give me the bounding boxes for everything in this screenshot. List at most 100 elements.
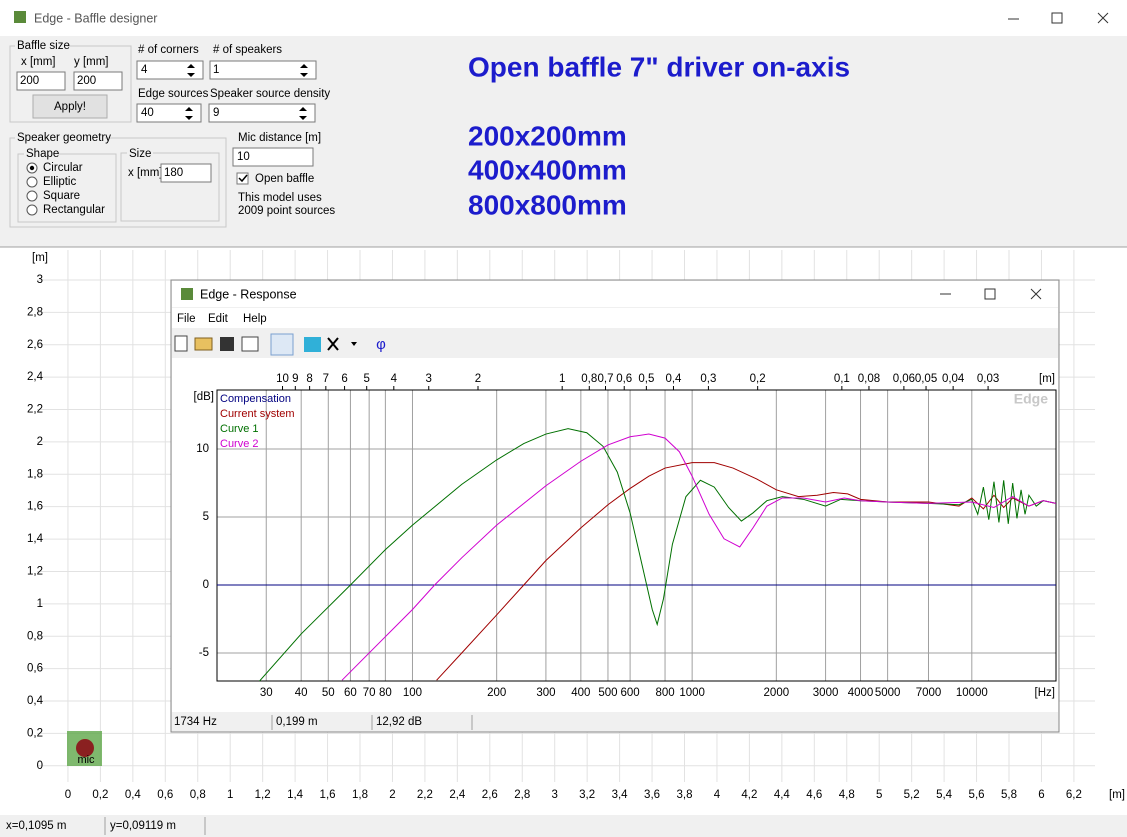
spin-input[interactable] [136, 103, 202, 123]
maximize-button[interactable] [984, 288, 996, 300]
series-line [258, 428, 1056, 681]
y-tick-label: 0 [37, 760, 43, 772]
checkbox-label: Open baffle [255, 173, 314, 185]
x-tick-label: 70 [363, 687, 376, 699]
text-input[interactable] [160, 163, 212, 183]
input-value: 10 [237, 151, 250, 163]
spin-input[interactable] [136, 60, 204, 80]
x-tick-label: 0,2 [92, 789, 108, 801]
x-tick-label: 6,2 [1066, 789, 1082, 801]
spinners [185, 64, 308, 120]
new-icon[interactable] [174, 335, 188, 352]
x2-tick-label: 0,6 [616, 373, 632, 385]
mic-label: mic [77, 754, 95, 766]
close-button[interactable] [1030, 288, 1042, 300]
button-label: Apply! [54, 101, 86, 113]
group-box [9, 137, 227, 228]
series-line [341, 433, 1056, 681]
delete-icon[interactable] [327, 337, 339, 351]
close-button[interactable] [1097, 12, 1109, 24]
x-tick-label: 5 [876, 789, 882, 801]
print-icon[interactable] [304, 337, 321, 352]
menu-item[interactable]: Help [243, 313, 267, 325]
x-tick-label: 0 [65, 789, 71, 801]
status-text: 12,92 dB [376, 716, 422, 728]
window-title: Edge - Baffle designer [34, 11, 157, 25]
x-tick-label: 50 [322, 687, 335, 699]
x-tick-label: 2,4 [449, 789, 466, 801]
group-label-bg [15, 40, 67, 52]
chart-area [172, 358, 1058, 712]
y-tick-label: 1,4 [27, 533, 44, 545]
maximize-button[interactable] [1051, 12, 1063, 24]
menu-item[interactable]: File [177, 313, 196, 325]
x2-tick-label: 0,3 [700, 373, 716, 385]
x-tick-label: 5,6 [969, 789, 985, 801]
text-input[interactable] [16, 71, 66, 91]
x2-tick-label: 1 [559, 373, 565, 385]
spin-input[interactable] [209, 60, 317, 80]
y-tick-label: 0,4 [27, 695, 44, 707]
y-tick-label: 3 [37, 274, 43, 286]
check-mark [238, 174, 248, 183]
x-tick-label: 1,2 [255, 789, 271, 801]
x-tick-label: 7000 [916, 687, 942, 699]
x-tick-label: 3,8 [677, 789, 693, 801]
y-axis-label: [m] [32, 252, 48, 264]
x-tick-label: 4000 [848, 687, 874, 699]
status-text: 1734 Hz [174, 716, 217, 728]
group-box [17, 153, 117, 223]
legend-entry: Curve 2 [220, 438, 259, 450]
radio-button[interactable] [26, 204, 38, 216]
spin-input[interactable] [208, 103, 316, 123]
y-tick-label: 2,4 [27, 371, 44, 383]
field-label: # of corners [138, 44, 199, 56]
text-input[interactable] [232, 147, 314, 167]
group-box [9, 45, 132, 123]
x2-axis-label: [m] [1039, 373, 1055, 385]
open-icon[interactable] [194, 337, 213, 351]
x-tick-label: 6 [1038, 789, 1044, 801]
x-tick-label: 600 [621, 687, 640, 699]
group-label-bg [24, 148, 58, 160]
radio-label: Elliptic [43, 176, 76, 188]
x-tick-label: 400 [571, 687, 590, 699]
checkbox[interactable] [236, 172, 249, 185]
legend-entry: Compensation [220, 393, 291, 405]
x-tick-label: 4,8 [839, 789, 855, 801]
radio-group: Circular Elliptic Square Rectangular [26, 162, 105, 216]
x2-tick-label: 0,1 [834, 373, 850, 385]
input-value: 9 [213, 107, 219, 119]
x-tick-label: 3,6 [644, 789, 660, 801]
radio-button[interactable] [26, 190, 38, 202]
x-tick-label: 800 [655, 687, 674, 699]
y-tick-label: 1 [37, 598, 43, 610]
text-input[interactable] [73, 71, 123, 91]
copy-icon[interactable] [241, 336, 259, 352]
y-tick-label: 0,8 [27, 630, 43, 642]
menu-item[interactable]: Edit [208, 313, 229, 325]
phase-button[interactable]: φ [376, 336, 386, 353]
dropdown-icon[interactable] [351, 342, 357, 346]
x2-tick-label: 0,4 [665, 373, 682, 385]
x2-tick-label: 0,05 [915, 373, 937, 385]
apply-button[interactable] [32, 94, 108, 119]
input-value: 200 [20, 75, 39, 87]
annotation-title: Open baffle 7" driver on-axis [468, 51, 850, 82]
app-icon [14, 11, 26, 23]
x2-tick-label: 7 [323, 373, 329, 385]
save-icon[interactable] [220, 337, 234, 351]
x2-tick-label: 10 [276, 373, 289, 385]
toolbar [174, 333, 357, 356]
x-tick-label: 0,4 [125, 789, 142, 801]
response-status-bar [172, 713, 1058, 731]
x2-tick-label: 0,8 [581, 373, 597, 385]
pen-icon[interactable] [270, 333, 294, 356]
x-tick-label: 10000 [956, 687, 988, 699]
group-box [120, 152, 220, 222]
input-value: 1 [213, 64, 219, 76]
x-tick-label: 5,4 [936, 789, 953, 801]
x-tick-label: 3 [552, 789, 558, 801]
radio-button[interactable] [26, 176, 38, 188]
